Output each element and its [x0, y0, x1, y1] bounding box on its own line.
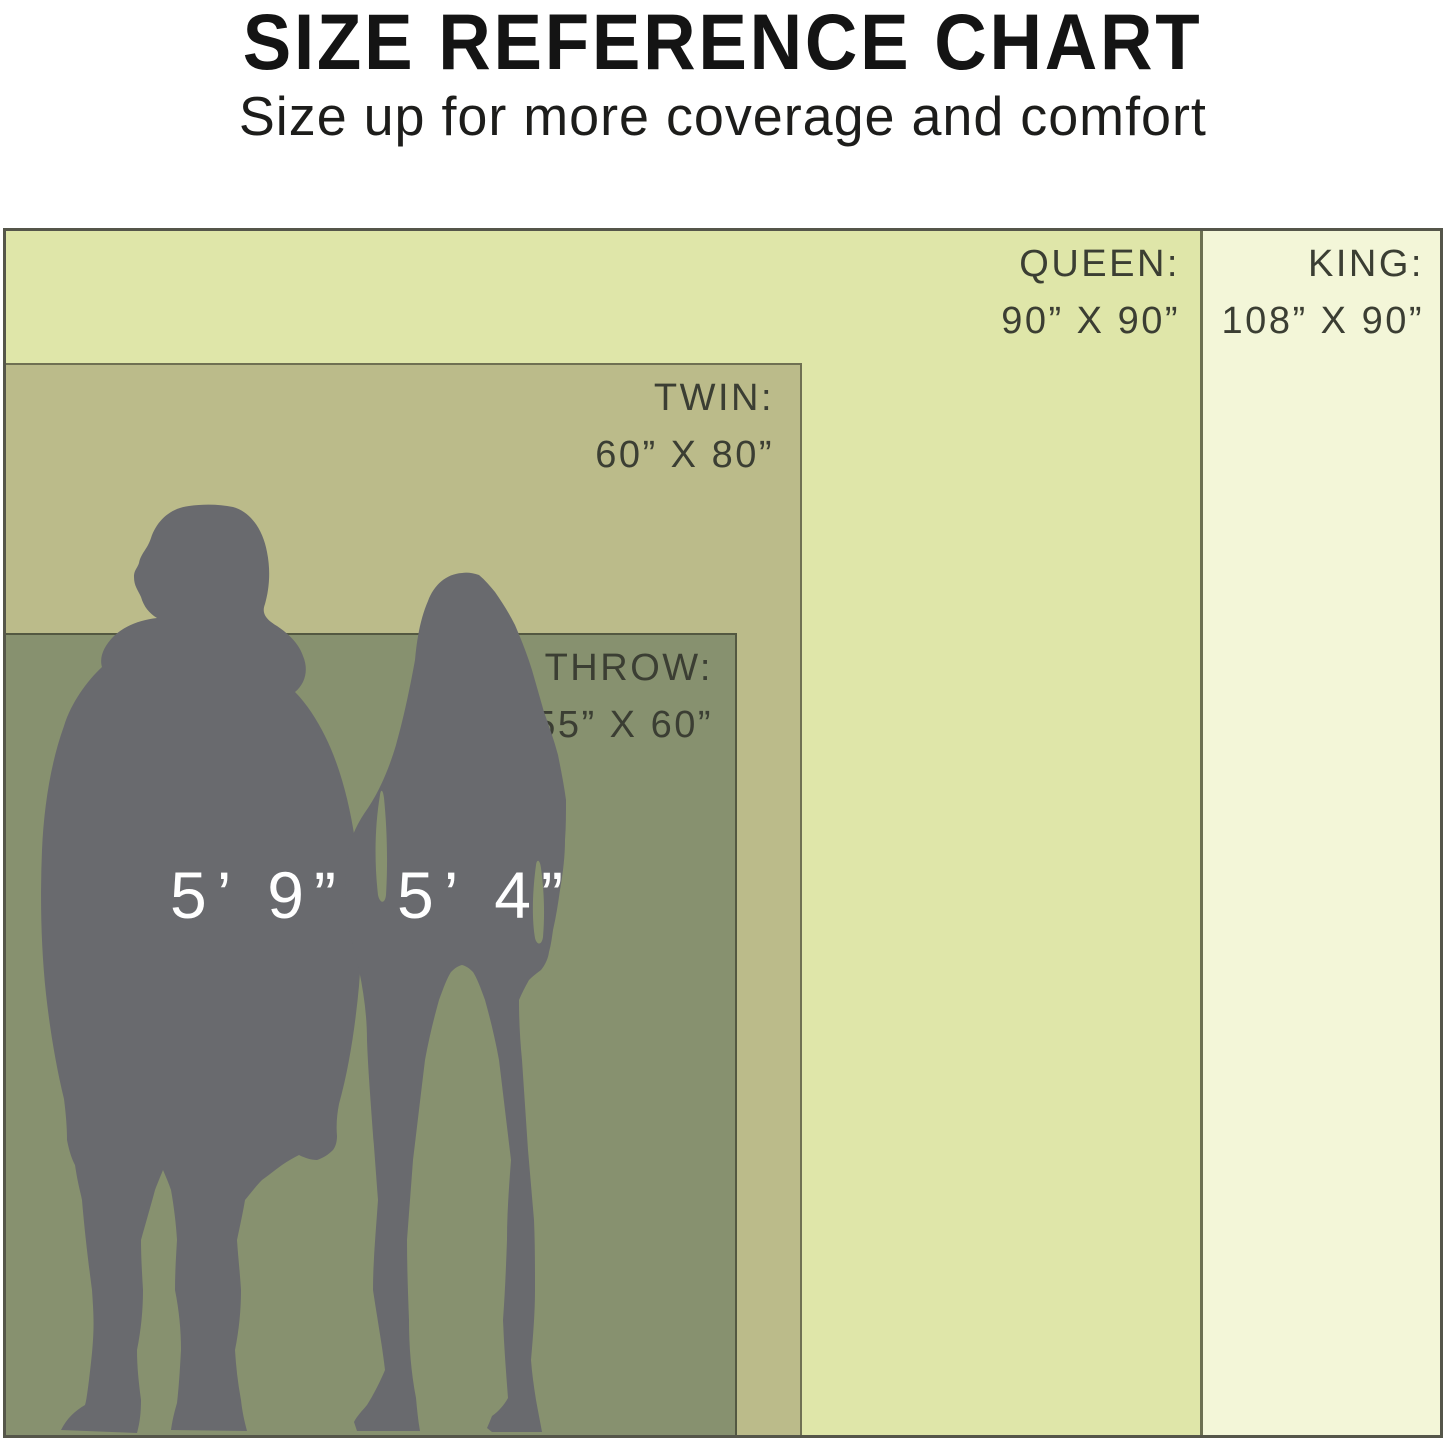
size-chart-area: KING: 108” X 90” QUEEN: 90” X 90” TWIN: … — [3, 228, 1443, 1438]
people-silhouettes — [41, 504, 566, 1434]
queen-name: QUEEN: — [1019, 243, 1180, 285]
woman-height-label: 5’ 4” — [397, 858, 573, 932]
twin-dimensions: 60” X 80” — [595, 434, 774, 476]
queen-dimensions: 90” X 90” — [1001, 300, 1180, 342]
throw-name: THROW: — [544, 647, 713, 689]
twin-label: TWIN: 60” X 80” — [595, 379, 774, 474]
woman-arm-gap-left — [375, 790, 388, 902]
woman-arm-gap-right — [532, 860, 545, 944]
page-title: SIZE REFERENCE CHART — [242, 0, 1203, 86]
king-name: KING: — [1308, 243, 1424, 285]
queen-label: QUEEN: 90” X 90” — [1001, 245, 1180, 340]
king-dimensions: 108” X 90” — [1221, 300, 1424, 342]
twin-name: TWIN: — [653, 377, 774, 419]
page-subtitle: Size up for more coverage and comfort — [238, 85, 1207, 147]
woman-silhouette — [345, 572, 566, 1432]
page-header: SIZE REFERENCE CHART Size up for more co… — [0, 0, 1445, 144]
king-label: KING: 108” X 90” — [1222, 245, 1424, 340]
throw-label: THROW: 55” X 60” — [534, 649, 713, 744]
man-height-label: 5’ 9” — [170, 858, 346, 932]
man-silhouette — [41, 504, 362, 1434]
throw-dimensions: 55” X 60” — [534, 704, 713, 746]
